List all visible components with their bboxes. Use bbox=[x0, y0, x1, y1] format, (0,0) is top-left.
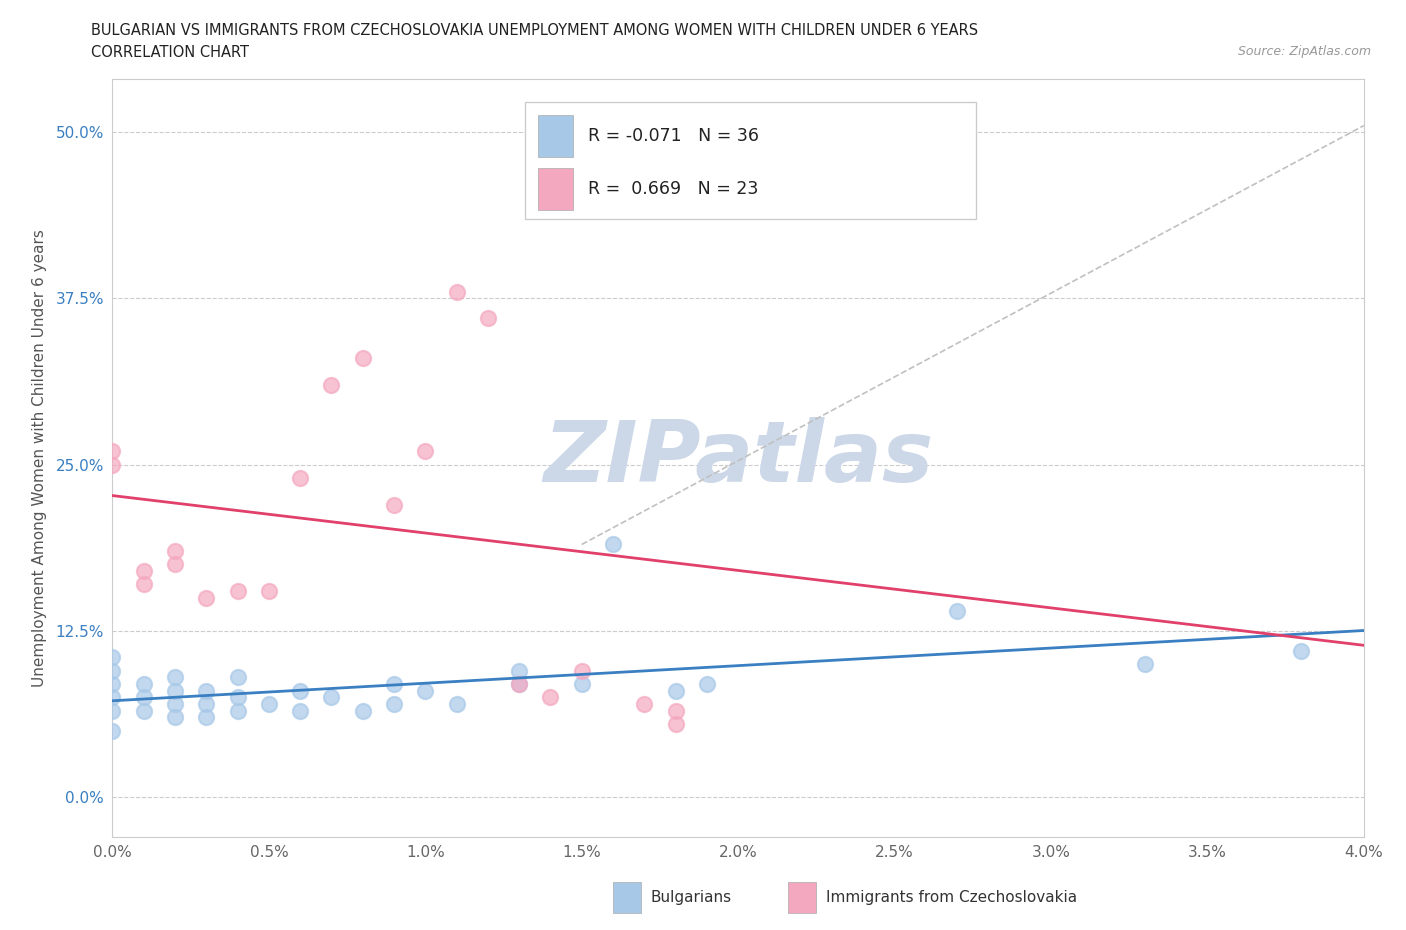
Point bbox=[101, 703, 124, 718]
Point bbox=[538, 690, 561, 705]
FancyBboxPatch shape bbox=[789, 883, 815, 913]
Point bbox=[132, 690, 155, 705]
Point bbox=[413, 444, 436, 458]
Point bbox=[1291, 644, 1313, 658]
Point bbox=[946, 604, 969, 618]
Point bbox=[508, 677, 530, 692]
Point bbox=[633, 697, 655, 711]
Point bbox=[101, 724, 124, 738]
Point bbox=[602, 537, 624, 551]
Text: Source: ZipAtlas.com: Source: ZipAtlas.com bbox=[1237, 45, 1371, 58]
Point bbox=[446, 285, 468, 299]
Point bbox=[290, 684, 312, 698]
Point bbox=[195, 684, 218, 698]
Text: Bulgarians: Bulgarians bbox=[651, 890, 731, 905]
Text: R =  0.669   N = 23: R = 0.669 N = 23 bbox=[588, 179, 758, 198]
Point bbox=[226, 703, 249, 718]
Point bbox=[163, 557, 186, 572]
Point bbox=[226, 690, 249, 705]
Point bbox=[571, 677, 593, 692]
Point bbox=[132, 677, 155, 692]
Text: CORRELATION CHART: CORRELATION CHART bbox=[91, 45, 249, 60]
Point bbox=[101, 650, 124, 665]
Point bbox=[101, 444, 124, 458]
Point bbox=[321, 378, 343, 392]
Point bbox=[101, 663, 124, 678]
Point bbox=[195, 591, 218, 605]
Point bbox=[257, 583, 280, 598]
Text: BULGARIAN VS IMMIGRANTS FROM CZECHOSLOVAKIA UNEMPLOYMENT AMONG WOMEN WITH CHILDR: BULGARIAN VS IMMIGRANTS FROM CZECHOSLOVA… bbox=[91, 23, 979, 38]
Point bbox=[352, 703, 374, 718]
Point bbox=[696, 677, 718, 692]
Point bbox=[290, 471, 312, 485]
Point bbox=[382, 677, 405, 692]
Point bbox=[413, 684, 436, 698]
Point bbox=[257, 697, 280, 711]
Point bbox=[226, 670, 249, 684]
Point bbox=[477, 311, 499, 325]
Point bbox=[132, 703, 155, 718]
Text: ZIPatlas: ZIPatlas bbox=[543, 417, 934, 499]
Point bbox=[1133, 657, 1156, 671]
Point bbox=[602, 165, 624, 179]
Point bbox=[163, 684, 186, 698]
FancyBboxPatch shape bbox=[538, 168, 574, 210]
FancyBboxPatch shape bbox=[613, 883, 641, 913]
Point bbox=[195, 697, 218, 711]
Point bbox=[163, 697, 186, 711]
Y-axis label: Unemployment Among Women with Children Under 6 years: Unemployment Among Women with Children U… bbox=[32, 229, 48, 687]
Point bbox=[664, 684, 686, 698]
Point bbox=[132, 564, 155, 578]
Point bbox=[571, 663, 593, 678]
Point bbox=[508, 663, 530, 678]
Point bbox=[352, 351, 374, 365]
Point bbox=[163, 670, 186, 684]
Text: Immigrants from Czechoslovakia: Immigrants from Czechoslovakia bbox=[825, 890, 1077, 905]
FancyBboxPatch shape bbox=[538, 115, 574, 157]
Point bbox=[163, 544, 186, 559]
Point bbox=[508, 677, 530, 692]
Point bbox=[382, 697, 405, 711]
Point bbox=[226, 583, 249, 598]
Text: R = -0.071   N = 36: R = -0.071 N = 36 bbox=[588, 126, 759, 145]
Point bbox=[446, 697, 468, 711]
Point bbox=[664, 716, 686, 731]
Point bbox=[163, 710, 186, 724]
Point bbox=[101, 690, 124, 705]
Point bbox=[664, 703, 686, 718]
Point bbox=[382, 498, 405, 512]
Point bbox=[132, 577, 155, 591]
FancyBboxPatch shape bbox=[526, 101, 976, 219]
Point bbox=[101, 677, 124, 692]
Point bbox=[195, 710, 218, 724]
Point bbox=[290, 703, 312, 718]
Point bbox=[321, 690, 343, 705]
Point bbox=[101, 458, 124, 472]
